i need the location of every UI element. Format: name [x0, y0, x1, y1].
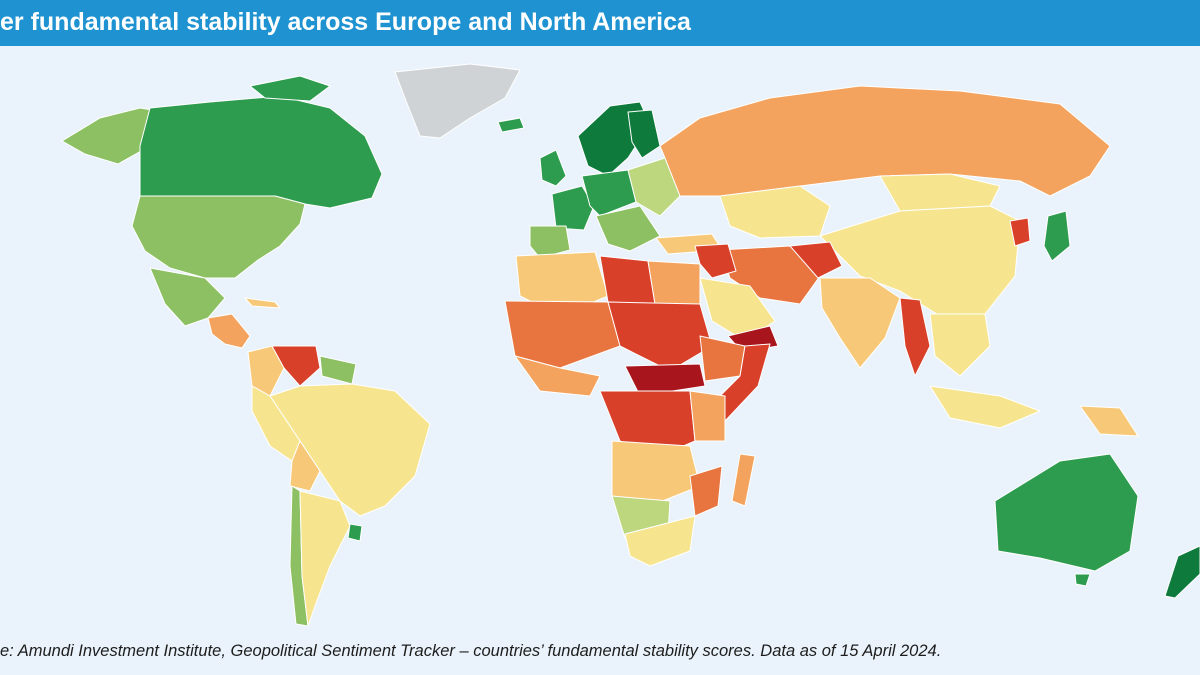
india [819, 277, 901, 369]
central-america [207, 313, 251, 349]
west-africa-coast [514, 355, 601, 397]
eastern-europe [627, 157, 681, 217]
indonesia [929, 385, 1041, 429]
colombia [247, 345, 285, 397]
madagascar [731, 453, 756, 507]
italy-balkans [595, 205, 661, 252]
venezuela [271, 345, 321, 387]
cuba [244, 297, 281, 309]
iceland [497, 117, 525, 133]
world-map [0, 46, 1200, 631]
tasmania [1074, 573, 1091, 587]
egypt [647, 260, 701, 305]
afghanistan [789, 241, 843, 279]
papua-new-guinea [1079, 405, 1139, 437]
uk-ireland [539, 149, 567, 187]
mongolia [879, 173, 1001, 212]
uruguay [347, 523, 363, 542]
china [819, 205, 1021, 317]
central-europe [581, 169, 637, 217]
libya [599, 255, 656, 305]
east-africa [689, 390, 726, 442]
south-africa [624, 515, 696, 567]
southeast-asia [929, 313, 991, 377]
australia [994, 453, 1139, 572]
bolivia [289, 440, 321, 492]
sahel-west [504, 300, 621, 369]
france-benelux [551, 185, 595, 231]
map-svg [0, 46, 1200, 631]
syria-iraq [694, 243, 737, 279]
new-zealand [1164, 545, 1200, 599]
greenland [394, 63, 521, 139]
russia [659, 85, 1111, 197]
mozambique [689, 465, 723, 517]
source-note: e: Amundi Investment Institute, Geopolit… [0, 642, 942, 660]
title-bar: er fundamental stability across Europe a… [0, 0, 1200, 46]
japan [1043, 210, 1071, 262]
page-title: er fundamental stability across Europe a… [0, 8, 691, 36]
usa [131, 195, 306, 279]
canadian-arctic-islands [249, 75, 331, 102]
korea-north [1009, 217, 1031, 247]
sudan-chad [607, 301, 713, 372]
south-sudan-car [624, 363, 706, 397]
myanmar [899, 297, 931, 377]
finland [627, 109, 661, 159]
angola-zambia [611, 440, 701, 507]
argentina [299, 490, 351, 627]
